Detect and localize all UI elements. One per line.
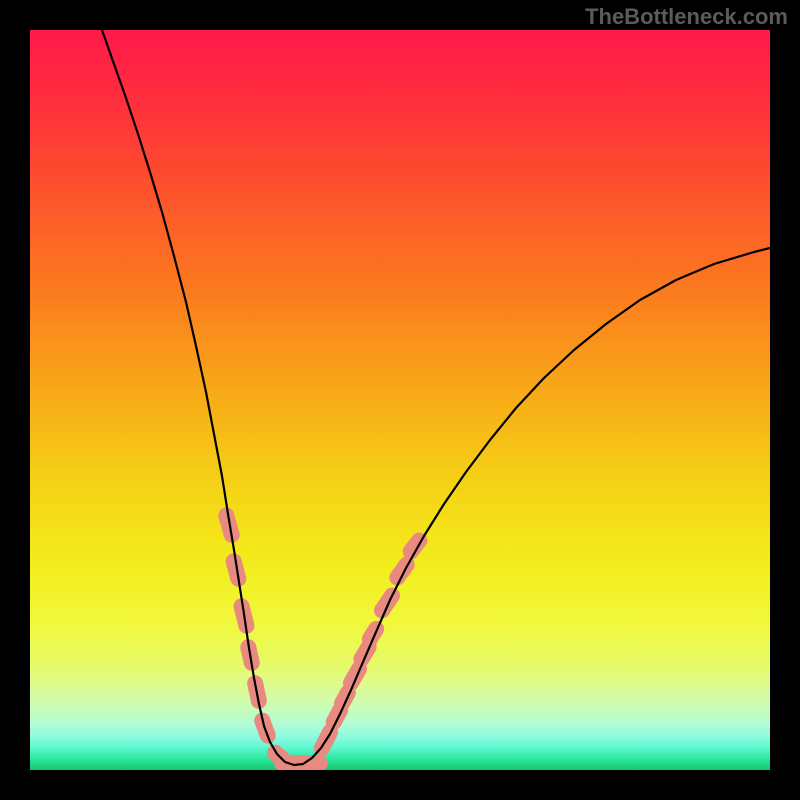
plot-area <box>30 30 770 770</box>
plot-svg <box>30 30 770 770</box>
stage: TheBottleneck.com <box>0 0 800 800</box>
watermark-text: TheBottleneck.com <box>585 4 788 30</box>
